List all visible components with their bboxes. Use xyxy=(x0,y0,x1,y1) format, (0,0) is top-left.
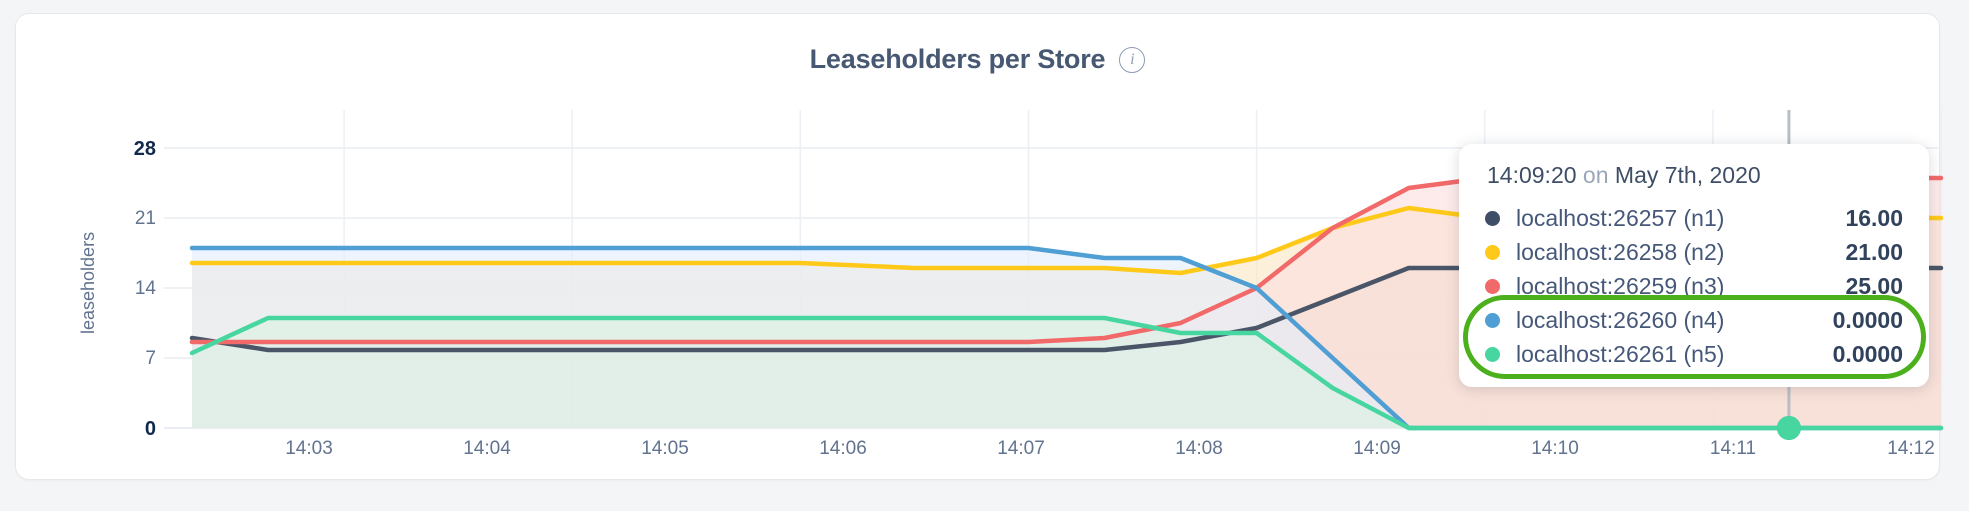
screenshot-root: Leaseholders per Store i leaseholders 28… xyxy=(15,13,1944,480)
tooltip-on-word: on xyxy=(1582,162,1609,188)
series-value-n1: 16.00 xyxy=(1845,204,1903,231)
x-tick-1406: 14:06 xyxy=(819,438,867,459)
series-label-n1: localhost:26257 (n1) xyxy=(1516,204,1725,231)
tooltip-row-n1: localhost:26257 (n1) 16.00 xyxy=(1485,201,1903,235)
series-label-n4: localhost:26260 (n4) xyxy=(1516,306,1725,333)
series-label-n5: localhost:26261 (n5) xyxy=(1516,340,1725,367)
tooltip-row-n2: localhost:26258 (n2) 21.00 xyxy=(1485,235,1903,269)
tooltip-row-n3: localhost:26259 (n3) 25.00 xyxy=(1485,269,1903,303)
series-label-n2: localhost:26258 (n2) xyxy=(1516,238,1725,265)
tooltip-time: 14:09:20 xyxy=(1487,162,1577,188)
x-tick-1403: 14:03 xyxy=(285,438,333,459)
series-dot-n5 xyxy=(1485,346,1500,362)
chart-header: Leaseholders per Store i xyxy=(16,44,1939,75)
tooltip-date: May 7th, 2020 xyxy=(1614,162,1761,188)
series-value-n4: 0.0000 xyxy=(1832,306,1903,333)
y-axis-title: leaseholders xyxy=(78,231,98,334)
x-tick-1411: 14:11 xyxy=(1709,438,1757,459)
series-value-n3: 25.00 xyxy=(1845,272,1903,299)
x-tick-1408: 14:08 xyxy=(1175,438,1223,459)
x-tick-1407: 14:07 xyxy=(997,438,1045,459)
y-tick-21: 21 xyxy=(134,208,156,229)
tooltip-row-n4: localhost:26260 (n4) 0.0000 xyxy=(1485,303,1903,337)
x-tick-1410: 14:10 xyxy=(1531,438,1579,459)
hover-tooltip: 14:09:20 on May 7th, 2020 localhost:2625… xyxy=(1459,144,1929,387)
x-tick-1405: 14:05 xyxy=(641,438,689,459)
series-dot-n1 xyxy=(1485,210,1500,226)
y-tick-28: 28 xyxy=(133,138,156,160)
series-dot-n2 xyxy=(1485,244,1500,260)
series-dot-n4 xyxy=(1485,312,1500,328)
tooltip-row-n5: localhost:26261 (n5) 0.0000 xyxy=(1485,337,1903,371)
tooltip-timestamp: 14:09:20 on May 7th, 2020 xyxy=(1487,162,1903,189)
chart-card: Leaseholders per Store i leaseholders 28… xyxy=(15,13,1944,480)
y-tick-7: 7 xyxy=(145,348,156,369)
page-title: Leaseholders per Store xyxy=(809,44,1106,74)
info-circle-icon[interactable]: i xyxy=(1119,46,1146,73)
y-tick-0: 0 xyxy=(144,418,156,440)
x-tick-1412: 14:12 xyxy=(1887,438,1935,459)
series-value-n2: 21.00 xyxy=(1845,238,1903,265)
x-tick-1409: 14:09 xyxy=(1353,438,1401,459)
series-label-n3: localhost:26259 (n3) xyxy=(1516,272,1725,299)
series-dot-n3 xyxy=(1485,278,1500,294)
y-tick-14: 14 xyxy=(134,278,156,299)
series-value-n5: 0.0000 xyxy=(1832,340,1903,367)
x-tick-1404: 14:04 xyxy=(463,438,511,459)
